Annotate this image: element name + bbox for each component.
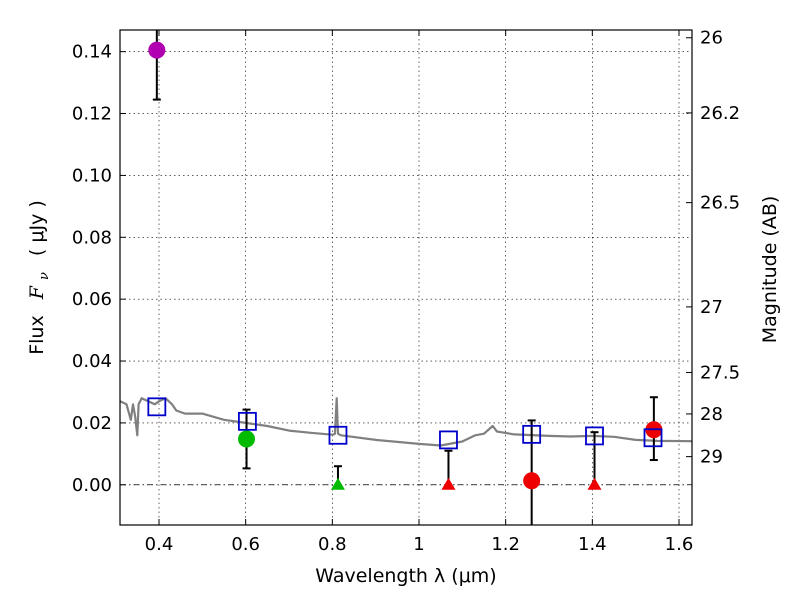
y-axis-title-unit: ( μJy ) [26,200,48,256]
y-axis-title: Flux F ν ( μJy ) [26,200,53,355]
x-tick-label: 0.8 [318,534,347,555]
upper-limit-marker [587,477,602,490]
upper-limit-marker [441,477,456,490]
x-tick-label: 1.4 [578,534,607,555]
y-tick-label: 0.02 [72,413,112,434]
y2-tick-label: 26 [700,28,723,49]
y-tick-label: 0.12 [72,104,112,125]
x-tick-label: 0.4 [145,534,174,555]
x-tick-label: 0.6 [231,534,260,555]
x-tick-label: 1 [413,534,424,555]
y2-tick-label: 26.2 [700,103,740,124]
y2-axis-title: Magnitude (AB) [759,196,781,344]
y2-tick-label: 27 [700,297,723,318]
axis-ticks: 0.4 0.6 0.8 1 1.2 1.4 1.6 0.00 0.02 0.04 0.06 0.08 0… [72,28,740,555]
x-tick-label: 1.6 [665,534,694,555]
y-tick-label: 0.14 [72,42,112,63]
x-tick-label: 1.2 [491,534,520,555]
flux-point [238,430,256,448]
flux-point [523,472,541,490]
model-flux-box [439,430,458,450]
x-axis-title: Wavelength λ (μm) [315,565,496,587]
y-tick-label: 0.06 [72,289,112,310]
model-flux-box [328,425,348,445]
model-flux-box [585,426,604,446]
model-boxes [147,397,663,450]
upper-limit-marker [330,477,345,490]
gridlines [120,30,692,525]
y-tick-label: 0.00 [72,475,112,496]
sed-curve-group [119,397,693,447]
flux-point [148,41,166,59]
errorbars [152,30,658,525]
y-tick-label: 0.04 [72,351,112,372]
model-flux-box [147,397,167,417]
y-axis-title-symbol: F [26,285,48,300]
model-flux-box [237,411,257,431]
y2-tick-label: 28 [700,404,723,425]
sed-model-curve [119,397,693,447]
y-tick-label: 0.10 [72,165,112,186]
plot-frame [119,29,693,526]
y-axis-title-subscript: ν [37,272,52,280]
model-flux-box [643,428,663,448]
model-flux-box [522,424,542,444]
y2-tick-label: 27.5 [700,362,740,383]
y-axis-title-prefix: Flux [26,315,48,355]
y2-tick-label: 26.5 [700,193,740,214]
y2-tick-label: 29 [700,447,723,468]
y-tick-label: 0.08 [72,227,112,248]
